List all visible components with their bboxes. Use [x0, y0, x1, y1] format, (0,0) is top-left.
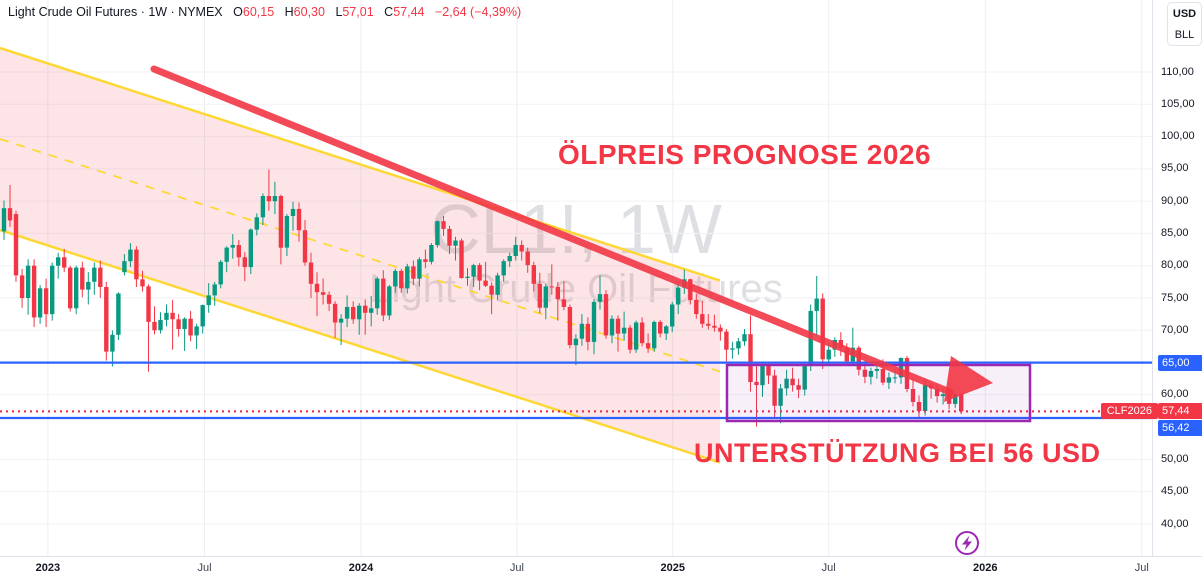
- price-tick: 85,00: [1161, 226, 1189, 239]
- time-tick: 2024: [348, 562, 374, 574]
- time-tick: 2025: [660, 562, 686, 574]
- price-tick: 100,00: [1161, 130, 1195, 143]
- time-tick: Jul: [821, 562, 836, 574]
- price-badge: 65,00: [1158, 354, 1202, 371]
- time-axis[interactable]: 2023 Jul 2024 Jul 2025 Jul 2026 Jul: [0, 556, 1202, 581]
- high-value: 60,30: [293, 5, 325, 19]
- currency-toggle[interactable]: USD: [1172, 7, 1197, 20]
- price-axis[interactable]: USD BLL 110,00 105,00 100,00 95,00 90,00 85,0…: [1152, 0, 1202, 556]
- high-label: H: [284, 5, 294, 19]
- contract-label-badge: CLF2026: [1100, 403, 1158, 419]
- low-label: L: [335, 5, 343, 19]
- forecast-title-annotation: ÖLPREIS PROGNOSE 2026: [558, 139, 932, 170]
- price-tick: 40,00: [1161, 517, 1189, 530]
- time-tick: Jul: [197, 562, 212, 574]
- symbol-header[interactable]: Light Crude Oil Futures · 1W · NYMEX O60…: [8, 5, 521, 19]
- unit-toggle[interactable]: BLL: [1174, 28, 1195, 41]
- price-tick: 60,00: [1161, 388, 1189, 401]
- price-tick: 45,00: [1161, 485, 1189, 498]
- time-tick: Jul: [509, 562, 524, 574]
- time-tick: 2026: [973, 562, 998, 574]
- price-tick: 95,00: [1161, 162, 1189, 175]
- unit-selector[interactable]: USD BLL: [1167, 2, 1202, 46]
- time-tick: 2023: [35, 562, 61, 574]
- price-badge: 57,44: [1158, 403, 1202, 420]
- price-badge: 56,42: [1158, 420, 1202, 436]
- symbol-title[interactable]: Light Crude Oil Futures · 1W · NYMEX: [8, 5, 223, 19]
- open-value: 60,15: [242, 5, 275, 19]
- price-tick: 110,00: [1161, 65, 1194, 78]
- open-label: O: [233, 5, 243, 19]
- chart-canvas[interactable]: [0, 0, 1152, 556]
- price-tick: 70,00: [1161, 323, 1189, 336]
- price-tick: 75,00: [1161, 291, 1189, 304]
- close-label: C: [384, 5, 394, 19]
- price-tick: 105,00: [1161, 97, 1195, 110]
- price-tick: 90,00: [1161, 194, 1189, 207]
- time-tick: Jul: [1134, 562, 1149, 574]
- change-value: −2,64 (−4,39%): [434, 5, 522, 19]
- low-value: 57,01: [342, 5, 374, 19]
- price-tick: 80,00: [1161, 259, 1189, 272]
- close-value: 57,44: [393, 5, 425, 19]
- price-tick: 50,00: [1161, 452, 1189, 465]
- support-annotation: UNTERSTÜTZUNG BEI 56 USD: [694, 438, 1101, 468]
